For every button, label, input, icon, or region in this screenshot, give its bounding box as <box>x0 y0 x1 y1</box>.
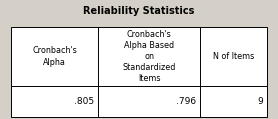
Text: N of Items: N of Items <box>213 52 254 61</box>
Text: 9: 9 <box>257 97 263 106</box>
Text: Reliability Statistics: Reliability Statistics <box>83 6 195 16</box>
Text: .796: .796 <box>176 97 196 106</box>
Text: Cronbach's
Alpha Based
on
Standardized
Items: Cronbach's Alpha Based on Standardized I… <box>123 30 176 83</box>
Text: .805: .805 <box>74 97 94 106</box>
Text: Cronbach's
Alpha: Cronbach's Alpha <box>32 47 77 67</box>
Bar <box>11 27 267 117</box>
